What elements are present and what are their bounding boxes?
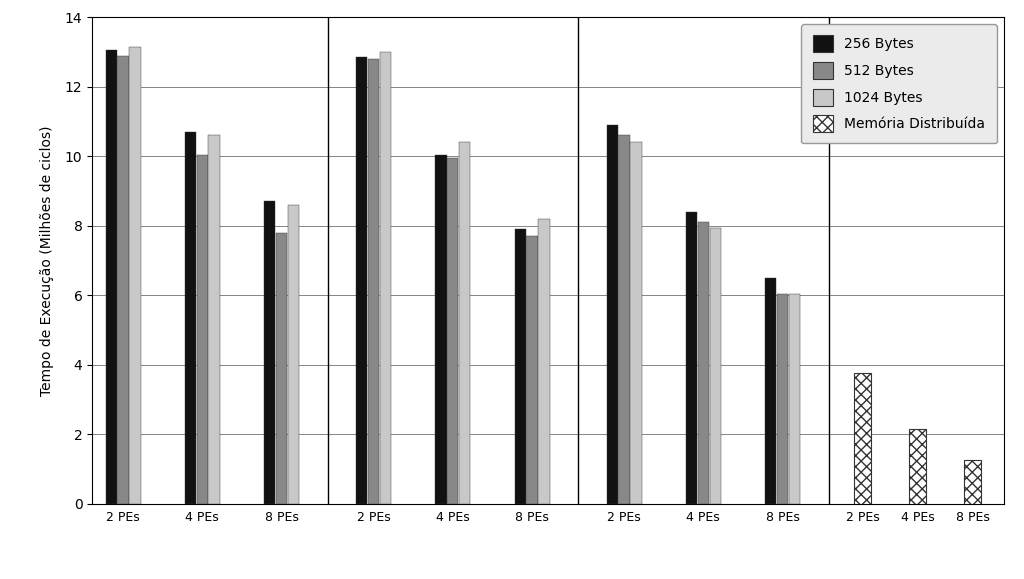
Bar: [854, 373, 871, 504]
Bar: [697, 222, 709, 504]
Bar: [618, 135, 630, 504]
Bar: [777, 294, 788, 504]
Bar: [275, 233, 287, 504]
Bar: [539, 219, 550, 504]
Bar: [356, 57, 368, 504]
Bar: [765, 278, 776, 504]
Bar: [447, 158, 459, 504]
Bar: [129, 47, 140, 504]
Bar: [380, 52, 391, 504]
Bar: [264, 201, 275, 504]
Bar: [209, 135, 220, 504]
Bar: [105, 50, 117, 504]
Bar: [710, 228, 721, 504]
Bar: [288, 205, 299, 504]
Bar: [118, 56, 129, 504]
Bar: [909, 429, 926, 504]
Bar: [526, 236, 538, 504]
Bar: [606, 125, 617, 504]
Bar: [514, 229, 526, 504]
Legend: 256 Bytes, 512 Bytes, 1024 Bytes, Memória Distribuída: 256 Bytes, 512 Bytes, 1024 Bytes, Memóri…: [802, 24, 996, 144]
Bar: [197, 155, 208, 504]
Bar: [686, 212, 697, 504]
Bar: [184, 132, 196, 504]
Bar: [788, 294, 800, 504]
Bar: [368, 59, 379, 504]
Bar: [965, 460, 981, 504]
Bar: [459, 142, 470, 504]
Y-axis label: Tempo de Execução (Milhões de ciclos): Tempo de Execução (Milhões de ciclos): [40, 125, 53, 396]
Bar: [631, 142, 642, 504]
Bar: [435, 155, 446, 504]
